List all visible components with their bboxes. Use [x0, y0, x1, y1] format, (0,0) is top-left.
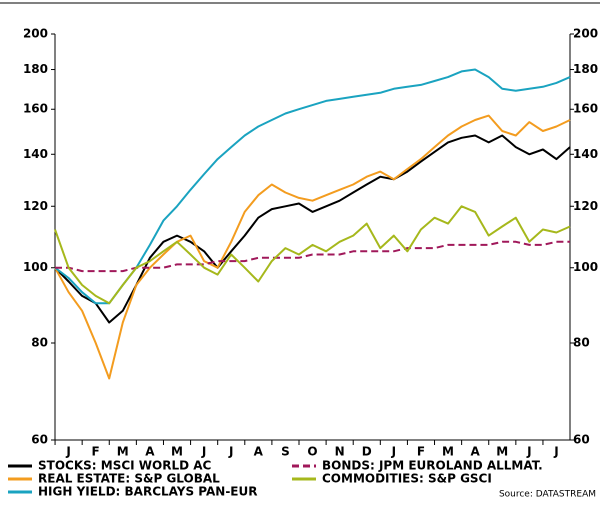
legend-label: BONDS: JPM EUROLAND ALLMAT. — [322, 459, 543, 473]
x-tick-label: M — [171, 445, 183, 459]
y-tick-label: 100 — [23, 260, 48, 274]
x-tick-label: S — [281, 445, 290, 459]
legend-label: HIGH YIELD: BARCLAYS PAN-EUR — [38, 485, 257, 499]
series-line — [54, 134, 571, 324]
x-tick-label: A — [145, 445, 155, 459]
x-tick-label: J — [201, 445, 206, 459]
y-tick-label: 60 — [31, 433, 48, 447]
x-tick-label: N — [335, 445, 345, 459]
y-tick-label-right: 100 — [573, 260, 598, 274]
x-tick-label: D — [362, 445, 372, 459]
x-tick-label: M — [496, 445, 508, 459]
x-tick-label: A — [470, 445, 480, 459]
x-tick-label: J — [391, 445, 396, 459]
y-tick-label-right: 80 — [573, 335, 590, 349]
y-tick-label: 160 — [23, 102, 48, 116]
x-tick-label: J — [65, 445, 70, 459]
series-line — [54, 114, 571, 380]
y-tick-label-right: 60 — [573, 433, 590, 447]
y-tick-label: 120 — [23, 199, 48, 213]
y-tick-label-right: 140 — [573, 147, 598, 161]
y-tick-label: 200 — [23, 27, 48, 41]
y-tick-label-right: 200 — [573, 27, 598, 41]
series-line — [54, 68, 571, 305]
y-tick-label: 180 — [23, 62, 48, 76]
y-tick-label: 140 — [23, 147, 48, 161]
x-tick-label: J — [526, 445, 531, 459]
series-line — [55, 240, 570, 273]
y-tick-label-right: 120 — [573, 199, 598, 213]
y-tick-label-right: 160 — [573, 102, 598, 116]
y-tick-label: 80 — [31, 335, 48, 349]
x-tick-label: O — [307, 445, 317, 459]
x-tick-label: A — [254, 445, 264, 459]
legend-label: COMMODITIES: S&P GSCI — [322, 472, 492, 486]
x-tick-label: M — [117, 445, 129, 459]
legend-label: REAL ESTATE: S&P GLOBAL — [38, 472, 220, 486]
x-tick-label: F — [92, 445, 100, 459]
x-tick-label: F — [417, 445, 425, 459]
x-tick-label: J — [553, 445, 558, 459]
series-line — [54, 205, 571, 305]
source: Source: DATASTREAM — [499, 490, 596, 500]
y-tick-label-right: 180 — [573, 62, 598, 76]
legend-label: STOCKS: MSCI WORLD AC — [38, 459, 212, 473]
x-tick-label: M — [442, 445, 454, 459]
x-tick-label: J — [228, 445, 233, 459]
